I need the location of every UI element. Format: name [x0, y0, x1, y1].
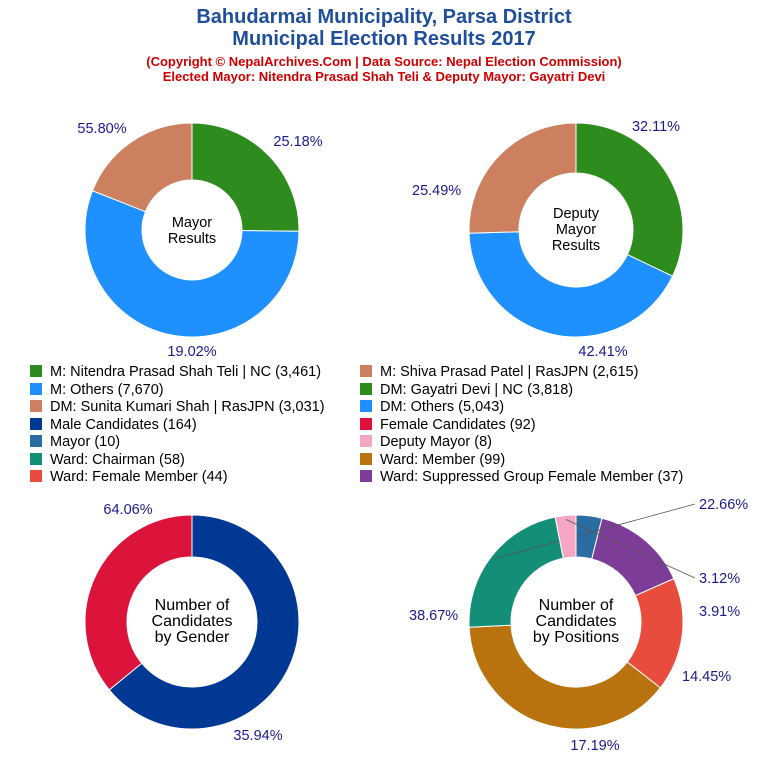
donut-slice — [191, 122, 300, 232]
chart-subtitle-line-2: Elected Mayor: Nitendra Prasad Shah Teli… — [162, 69, 606, 84]
legend-item: M: Others (7,670) — [30, 382, 164, 398]
legend-label: Mayor (10) — [50, 434, 121, 450]
legend-label: Deputy Mayor (8) — [380, 434, 493, 450]
legend-swatch — [30, 400, 42, 412]
slice-percent-label: 38.67% — [409, 608, 458, 624]
donut-slice — [91, 122, 193, 213]
slice-label-pointer — [494, 503, 696, 560]
legend-item: Mayor (10) — [30, 434, 120, 450]
donut-slice — [468, 231, 674, 338]
slice-label-pointer — [565, 519, 696, 579]
donut-center-label: Number of — [539, 597, 614, 614]
donut-slice — [84, 190, 300, 338]
donut-center-label: Number of — [155, 597, 230, 614]
legend-label: DM: Gayatri Devi | NC (3,818) — [380, 381, 574, 398]
legend-swatch — [360, 452, 372, 465]
legend-label: Ward: Suppressed Group Female Member (37… — [380, 469, 684, 485]
legend-item: M: Shiva Prasad Patel | RasJPN (2,615) — [360, 364, 638, 380]
legend-label: Ward: Member (99) — [380, 451, 506, 468]
donut-slice — [468, 122, 577, 234]
legend-label: Male Candidates (164) — [50, 416, 197, 433]
chart-subtitle-line-1: (Copyright © NepalArchives.Com | Data So… — [146, 54, 622, 69]
donut-center-label: Candidates — [536, 613, 617, 630]
donut-center-label: Results — [168, 231, 216, 247]
legend-swatch — [30, 417, 42, 430]
donut-center-label: Mayor — [172, 215, 212, 231]
legend-swatch — [360, 470, 372, 482]
legend-item: M: Nitendra Prasad Shah Teli | NC (3,461… — [30, 364, 321, 380]
legend-item: DM: Others (5,043) — [360, 399, 504, 415]
slice-percent-label: 3.91% — [699, 604, 740, 620]
slice-percent-label: 64.06% — [103, 502, 152, 518]
donut-slice — [84, 514, 193, 691]
legend-item: Ward: Chairman (58) — [30, 452, 185, 468]
slice-percent-label: 32.11% — [632, 119, 680, 135]
slice-percent-label: 3.12% — [699, 571, 740, 587]
donut-slice — [468, 624, 662, 730]
legend-item: Ward: Female Member (44) — [30, 469, 228, 485]
slice-percent-label: 19.02% — [167, 344, 216, 360]
donut-chart-4: 3.91% 14.45% 17.19% 38.67% 22.66% 3.12% Number… — [409, 497, 748, 754]
legend-item: Ward: Member (99) — [360, 452, 505, 468]
donut-center-label: Candidates — [152, 613, 233, 630]
donut-slice — [108, 514, 300, 730]
donut-slice — [575, 122, 684, 277]
legend-item: Ward: Suppressed Group Female Member (37… — [360, 469, 683, 485]
legend-swatch — [30, 470, 42, 482]
slice-percent-label: 17.19% — [570, 738, 619, 754]
legend-swatch — [30, 435, 42, 447]
donut-center-label: Mayor — [556, 222, 596, 238]
legend-swatch — [360, 417, 372, 430]
legend-item: Deputy Mayor (8) — [360, 434, 492, 450]
legend-label: M: Nitendra Prasad Shah Teli | NC (3,461… — [50, 364, 322, 380]
chart-title-line-1: Bahudarmai Municipality, Parsa District — [196, 6, 572, 28]
legend-swatch — [30, 365, 42, 377]
legend-swatch — [360, 365, 372, 377]
legend-swatch — [360, 382, 372, 395]
donut-center-label: by Gender — [155, 629, 230, 646]
legend-swatch — [360, 435, 372, 447]
legend-label: DM: Sunita Kumari Shah | RasJPN (3,031) — [50, 399, 325, 415]
legend-item: DM: Gayatri Devi | NC (3,818) — [360, 382, 573, 398]
donut-center-label: by Positions — [533, 629, 619, 646]
legend-label: Ward: Chairman (58) — [50, 451, 185, 468]
legend-swatch — [30, 382, 42, 395]
legend-swatch — [30, 452, 42, 465]
slice-percent-label: 25.49% — [412, 183, 461, 199]
legend-swatch — [360, 400, 372, 412]
donut-slice — [554, 514, 577, 559]
slice-percent-label: 25.18% — [273, 134, 322, 150]
slice-percent-label: 42.41% — [578, 344, 627, 360]
legend-label: M: Others (7,670) — [50, 381, 164, 398]
legend-label: M: Shiva Prasad Patel | RasJPN (2,615) — [380, 364, 639, 380]
legend-label: Ward: Female Member (44) — [50, 469, 228, 485]
donut-center-label: Deputy — [553, 206, 600, 222]
legend-item: Male Candidates (164) — [30, 417, 197, 433]
slice-percent-label: 14.45% — [682, 669, 731, 685]
legend-item: Female Candidates (92) — [360, 417, 536, 433]
legend-item: DM: Sunita Kumari Shah | RasJPN (3,031) — [30, 399, 325, 415]
legend-label: DM: Others (5,043) — [380, 399, 505, 415]
slice-percent-label: 55.80% — [77, 121, 126, 137]
donut-center-label: Results — [552, 238, 600, 254]
chart-header: Bahudarmai Municipality, Parsa District … — [0, 6, 768, 84]
slice-percent-label: 22.66% — [699, 497, 748, 513]
chart-title-line-2: Municipal Election Results 2017 — [232, 28, 536, 50]
slice-percent-label: 35.94% — [233, 728, 282, 744]
legend-label: Female Candidates (92) — [380, 416, 536, 433]
